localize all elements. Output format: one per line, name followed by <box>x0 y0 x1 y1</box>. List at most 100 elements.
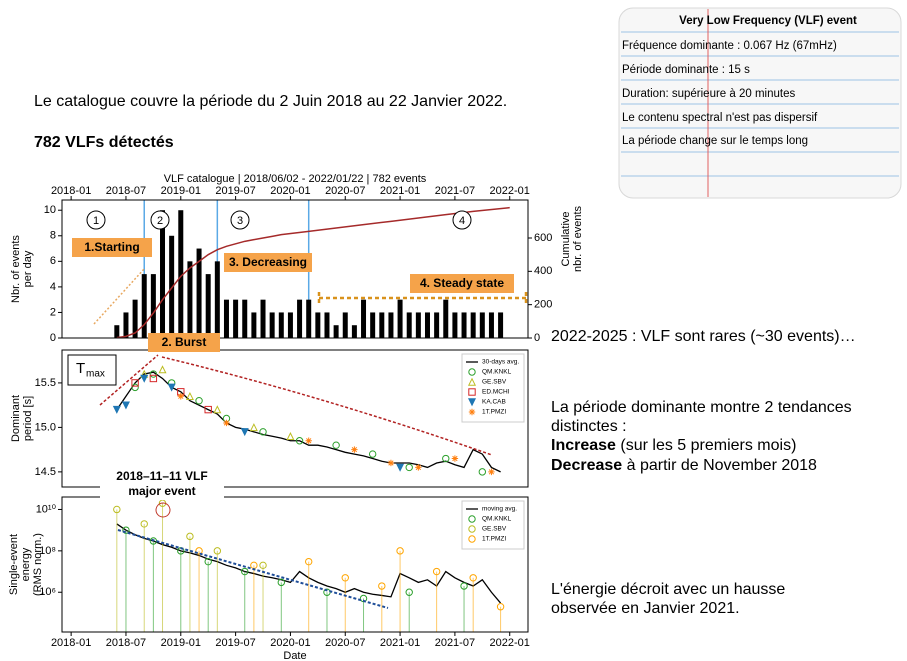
point <box>213 547 222 555</box>
bar <box>233 299 239 338</box>
point <box>241 567 249 576</box>
phase-label: 1.Starting <box>84 240 139 254</box>
legend-label: 1T.PMZI <box>482 536 506 543</box>
increase-arrow <box>99 354 159 406</box>
point <box>213 405 222 414</box>
x-tick-label: 2022-01 <box>490 637 530 649</box>
y-tick-label: 4 <box>50 281 56 293</box>
phase-box <box>148 333 220 352</box>
trend-arrow <box>93 267 146 325</box>
legend-label: moving avg. <box>482 506 517 513</box>
phase-circle <box>452 210 472 230</box>
bar <box>260 299 266 338</box>
point-group <box>442 454 450 463</box>
phase-number: 2 <box>157 215 163 227</box>
emphasis: Increase <box>551 437 616 454</box>
period-note: Increase (sur les 5 premiers mois) <box>551 437 796 454</box>
point-group <box>140 374 149 383</box>
point <box>158 365 167 374</box>
point-group <box>259 428 267 436</box>
point <box>496 603 505 611</box>
phase-label: 4. Steady state <box>420 276 504 290</box>
tmax-box <box>67 354 117 386</box>
point <box>131 383 139 392</box>
bar <box>488 312 494 338</box>
card-line: Duration: supérieure à 20 minutes <box>622 88 795 100</box>
x-tick-label: 2021-01 <box>380 637 420 649</box>
plot-frame <box>61 199 529 339</box>
y-axis-label: energy <box>20 547 32 581</box>
point-group <box>140 520 148 632</box>
legend-label: QM.KNKL <box>482 516 512 523</box>
point <box>277 578 285 587</box>
point-group <box>240 428 249 437</box>
bar <box>141 274 147 338</box>
point-group <box>460 582 468 632</box>
point <box>432 567 441 576</box>
point-group <box>186 532 194 632</box>
point-group <box>112 405 121 414</box>
point <box>305 437 312 444</box>
point <box>451 455 459 462</box>
point <box>442 454 450 463</box>
y2-axis-label: Cumulative <box>560 211 572 266</box>
bar <box>415 312 421 338</box>
point <box>259 428 267 436</box>
point <box>295 437 304 445</box>
bar <box>178 210 184 338</box>
cumulative-line <box>116 206 510 338</box>
phase-circle <box>230 210 250 230</box>
tmax-subscript: max <box>86 369 105 380</box>
point <box>121 401 130 410</box>
point <box>415 464 422 471</box>
legend-label: GE.SBV <box>482 526 507 533</box>
point-group <box>195 547 203 632</box>
x-tick-label: 2020-01 <box>270 185 310 197</box>
bar <box>251 312 257 338</box>
bar <box>452 312 458 338</box>
x-tick-label: 2020-07 <box>325 185 365 197</box>
y-tick-label: 14.5 <box>35 466 56 478</box>
point-group <box>195 397 203 405</box>
y-axis-label: period [s] <box>22 396 34 441</box>
plot-area <box>62 497 528 632</box>
phase-number: 1 <box>93 215 99 227</box>
y-tick-label: 2 <box>50 306 56 318</box>
x-tick-label: 2018-07 <box>106 637 146 649</box>
x-tick-label: 2021-07 <box>435 185 475 197</box>
y-axis-label: per day <box>22 250 34 287</box>
point <box>240 428 249 437</box>
average-line <box>116 371 501 473</box>
point <box>186 532 194 541</box>
y-axis-label: Dominant <box>10 395 22 442</box>
point-group <box>396 463 405 472</box>
plot-frame <box>61 349 529 488</box>
x-tick-label: 2019-01 <box>161 185 201 197</box>
point-group <box>432 567 441 632</box>
point <box>396 463 405 472</box>
point-group <box>469 574 477 632</box>
phase-number: 3 <box>237 215 243 227</box>
point-group <box>204 557 212 632</box>
point <box>468 368 476 376</box>
y2-tick-label: 0 <box>534 332 540 344</box>
point <box>468 535 476 543</box>
bar <box>379 312 385 338</box>
point <box>113 505 121 514</box>
bar <box>406 312 412 338</box>
point <box>223 419 230 427</box>
point <box>204 557 212 566</box>
bar <box>242 299 248 338</box>
point <box>249 423 258 432</box>
phase-circle <box>150 210 170 230</box>
card-line: La période change sur le temps long <box>622 135 808 147</box>
figure: 0 2 4 6 8 10 0 200 400 600 2018-01 2018-07 2019-01 20… <box>8 173 584 661</box>
bar <box>214 261 220 338</box>
point <box>396 547 404 555</box>
point-group <box>113 505 121 632</box>
bar <box>315 312 321 338</box>
point-group <box>149 374 158 383</box>
point-group <box>478 468 487 476</box>
point-group <box>185 391 194 400</box>
y-tick-label: 15.5 <box>35 377 56 389</box>
